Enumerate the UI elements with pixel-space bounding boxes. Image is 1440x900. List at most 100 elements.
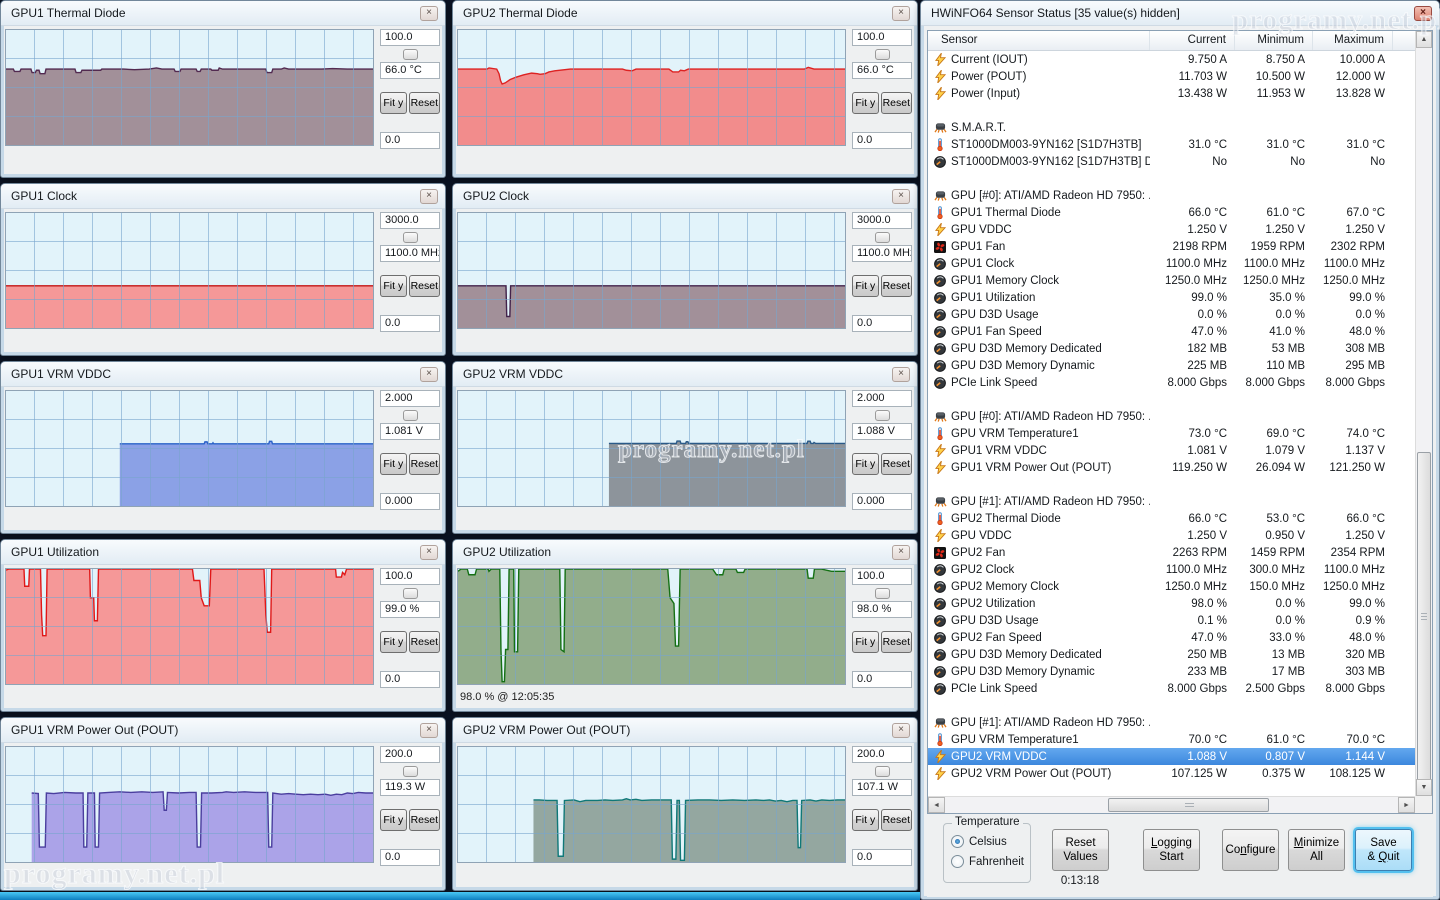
scale-toggle-button[interactable] [402,588,418,599]
vertical-scrollbar[interactable]: ▲ ▼ [1415,31,1432,796]
close-icon[interactable]: × [892,366,910,382]
celsius-radio[interactable]: Celsius [951,835,1007,848]
table-row[interactable]: GPU2 VRM VDDC 1.088 V 0.807 V 1.144 V [928,748,1415,765]
table-row[interactable]: GPU VDDC 1.250 V 0.950 V 1.250 V [928,527,1415,544]
radio-selected-icon[interactable] [951,835,964,848]
y-max-input[interactable]: 100.0 [380,568,440,585]
y-max-input[interactable]: 3000.0 [852,212,912,229]
reset-button[interactable]: Reset [880,809,912,831]
column-header-minimum[interactable]: Minimum [1235,31,1313,50]
y-min-input[interactable]: 0.0 [852,671,912,688]
scale-toggle-button[interactable] [874,49,890,60]
graph-window-titlebar[interactable]: GPU1 Clock × [1,184,445,209]
table-row[interactable]: ST1000DM003-9YN162 [S1D7H3TB] Dri... No No… [928,153,1415,170]
column-header-sensor[interactable]: Sensor [928,31,1150,50]
table-row[interactable]: GPU D3D Usage 0.0 % 0.0 % 0.0 % [928,306,1415,323]
table-row[interactable]: GPU VRM Temperature1 73.0 °C 69.0 °C 74.0 °… [928,425,1415,442]
table-row[interactable]: GPU [#0]: ATI/AMD Radeon HD 7950: ... [928,408,1415,425]
table-row[interactable]: GPU VDDC 1.250 V 1.250 V 1.250 V [928,221,1415,238]
scale-toggle-button[interactable] [874,766,890,777]
y-max-input[interactable]: 2.000 [380,390,440,407]
graph-window-titlebar[interactable]: GPU1 Thermal Diode × [1,1,445,26]
y-max-input[interactable]: 100.0 [852,568,912,585]
y-min-input[interactable]: 0.0 [852,132,912,149]
scale-toggle-button[interactable] [402,49,418,60]
table-row[interactable]: GPU [#1]: ATI/AMD Radeon HD 7950: ... [928,714,1415,731]
scale-toggle-button[interactable] [402,410,418,421]
close-icon[interactable]: × [1414,5,1432,21]
close-icon[interactable]: × [420,544,438,560]
fahrenheit-radio[interactable]: Fahrenheit [951,855,1024,868]
reset-button[interactable]: Reset [880,453,912,475]
fit-y-button[interactable]: Fit y [380,631,407,653]
scroll-up-icon[interactable]: ▲ [1416,31,1432,48]
reset-button[interactable]: Reset [880,631,912,653]
table-row[interactable]: GPU D3D Memory Dynamic 233 MB 17 MB 303 MB [928,663,1415,680]
table-row[interactable]: Current (IOUT) 9.750 A 8.750 A 10.000 A [928,51,1415,68]
scale-toggle-button[interactable] [402,232,418,243]
table-row[interactable]: GPU [#1]: ATI/AMD Radeon HD 7950: ... [928,493,1415,510]
fit-y-button[interactable]: Fit y [380,275,407,297]
table-row[interactable]: GPU2 Utilization 98.0 % 0.0 % 99.0 % [928,595,1415,612]
table-row[interactable]: GPU1 Thermal Diode 66.0 °C 61.0 °C 67.0 °C [928,204,1415,221]
graph-window-titlebar[interactable]: GPU2 Thermal Diode × [453,1,917,26]
fit-y-button[interactable]: Fit y [380,453,407,475]
table-row[interactable]: GPU2 Fan Speed 47.0 % 33.0 % 48.0 % [928,629,1415,646]
vertical-scroll-thumb[interactable] [1417,451,1431,781]
table-row[interactable]: GPU D3D Memory Dedicated 250 MB 13 MB 320 M… [928,646,1415,663]
y-max-input[interactable]: 3000.0 [380,212,440,229]
reset-button[interactable]: Reset [408,275,440,297]
reset-values-button[interactable]: Reset Values [1052,829,1109,871]
table-row[interactable]: PCIe Link Speed 8.000 Gbps 2.500 Gbps 8.000… [928,680,1415,697]
save-quit-button[interactable]: Save & Quit [1355,829,1412,871]
table-row[interactable]: GPU VRM Temperature1 70.0 °C 61.0 °C 70.0 °… [928,731,1415,748]
table-row[interactable]: GPU2 Fan 2263 RPM 1459 RPM 2354 RPM [928,544,1415,561]
y-min-input[interactable]: 0.0 [852,315,912,332]
fit-y-button[interactable]: Fit y [852,631,879,653]
y-max-input[interactable]: 2.000 [852,390,912,407]
close-icon[interactable]: × [420,366,438,382]
close-icon[interactable]: × [892,5,910,21]
y-max-input[interactable]: 200.0 [380,746,440,763]
horizontal-scrollbar[interactable]: ◄ ► [928,796,1415,813]
scale-toggle-button[interactable] [874,232,890,243]
logging-start-button[interactable]: Logging Start [1143,829,1200,871]
graph-window-titlebar[interactable]: GPU2 Clock × [453,184,917,209]
table-row[interactable]: PCIe Link Speed 8.000 Gbps 8.000 Gbps 8.000… [928,374,1415,391]
table-row[interactable]: S.M.A.R.T. [928,119,1415,136]
graph-window-titlebar[interactable]: GPU1 Utilization × [1,540,445,565]
column-header-current[interactable]: Current [1150,31,1235,50]
scroll-down-icon[interactable]: ▼ [1416,779,1432,796]
table-row[interactable]: GPU1 Fan 2198 RPM 1959 RPM 2302 RPM [928,238,1415,255]
y-min-input[interactable]: 0.000 [380,493,440,510]
table-row[interactable]: GPU D3D Usage 0.1 % 0.0 % 0.9 % [928,612,1415,629]
fit-y-button[interactable]: Fit y [852,453,879,475]
scroll-right-icon[interactable]: ► [1398,797,1415,813]
graph-window-titlebar[interactable]: GPU2 Utilization × [453,540,917,565]
table-row[interactable]: ST1000DM003-9YN162 [S1D7H3TB] 31.0 °C 31.0… [928,136,1415,153]
radio-unselected-icon[interactable] [951,855,964,868]
y-max-input[interactable]: 100.0 [380,29,440,46]
fit-y-button[interactable]: Fit y [852,275,879,297]
table-row[interactable]: GPU1 Utilization 99.0 % 35.0 % 99.0 % [928,289,1415,306]
sensor-window-titlebar[interactable]: HWiNFO64 Sensor Status [35 value(s) hidd… [921,1,1439,26]
table-row[interactable]: GPU D3D Memory Dedicated 182 MB 53 MB 308 M… [928,340,1415,357]
fit-y-button[interactable]: Fit y [852,92,879,114]
table-row[interactable]: GPU1 VRM Power Out (POUT) 119.250 W 26.094… [928,459,1415,476]
graph-window-titlebar[interactable]: GPU1 VRM VDDC × [1,362,445,387]
graph-window-titlebar[interactable]: GPU2 VRM Power Out (POUT) × [453,718,917,743]
scale-toggle-button[interactable] [402,766,418,777]
reset-button[interactable]: Reset [408,92,440,114]
table-row[interactable]: GPU2 Thermal Diode 66.0 °C 53.0 °C 66.0 °C [928,510,1415,527]
y-min-input[interactable]: 0.0 [380,671,440,688]
y-max-input[interactable]: 100.0 [852,29,912,46]
close-icon[interactable]: × [892,188,910,204]
table-row[interactable]: GPU1 Memory Clock 1250.0 MHz 1250.0 MHz 125… [928,272,1415,289]
horizontal-scroll-thumb[interactable] [1108,798,1269,812]
fit-y-button[interactable]: Fit y [852,809,879,831]
reset-button[interactable]: Reset [408,631,440,653]
close-icon[interactable]: × [420,188,438,204]
minimize-all-button[interactable]: Minimize All [1288,829,1345,871]
close-icon[interactable]: × [892,544,910,560]
reset-button[interactable]: Reset [880,92,912,114]
